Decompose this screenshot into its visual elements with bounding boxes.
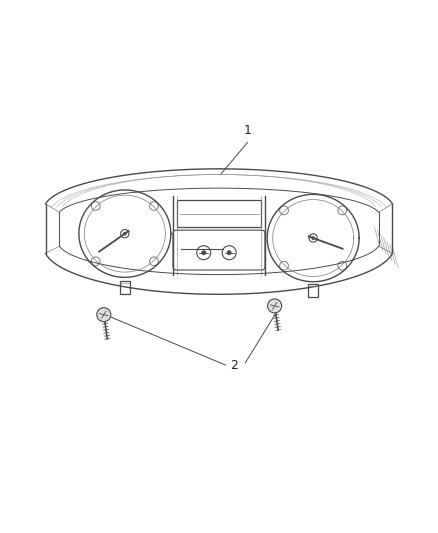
Circle shape	[227, 251, 231, 254]
Text: 1: 1	[244, 124, 251, 138]
Circle shape	[268, 299, 282, 313]
Text: 2: 2	[230, 359, 238, 372]
Bar	[120, 280, 130, 294]
Bar	[308, 284, 318, 297]
Circle shape	[202, 251, 205, 254]
Bar	[177, 200, 261, 227]
Circle shape	[312, 237, 314, 239]
Circle shape	[97, 308, 111, 322]
Circle shape	[124, 232, 126, 235]
